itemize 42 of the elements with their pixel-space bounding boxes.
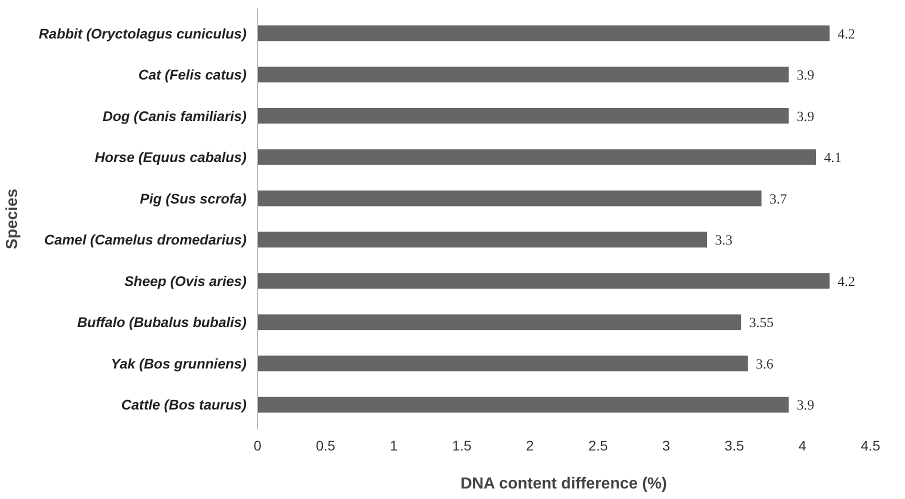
data-label: 3.7	[770, 192, 788, 208]
y-tick-label: Cattle (Bos taurus)	[121, 396, 247, 413]
x-tick-label: 1	[390, 438, 398, 454]
data-label: 4.2	[838, 27, 856, 42]
y-tick-label: Horse (Equus cabalus)	[94, 149, 247, 166]
x-tick-label: 3	[662, 438, 670, 454]
y-tick-label: Cat (Felis catus)	[138, 66, 247, 83]
y-tick-label: Yak (Bos grunniens)	[110, 355, 247, 372]
y-tick-label: Rabbit (Oryctolagus cuniculus)	[38, 25, 247, 42]
data-label: 3.3	[715, 234, 733, 249]
data-label: 3.9	[796, 110, 814, 125]
x-tick-label: 3.5	[724, 438, 744, 454]
data-label: 3.55	[749, 316, 774, 332]
bar	[258, 25, 830, 42]
y-axis-title: Species	[4, 188, 21, 250]
x-axis-title: DNA content difference (%)	[460, 476, 667, 492]
bar	[258, 149, 816, 165]
y-tick-label: Dog (Canis familiaris)	[102, 108, 247, 124]
bar	[258, 66, 789, 82]
x-tick-label: 4.5	[860, 438, 880, 454]
bar	[258, 190, 762, 206]
data-label: 3.9	[796, 68, 814, 84]
bar	[258, 108, 789, 124]
y-tick-label: Camel (Camelus dromedarius)	[44, 232, 247, 248]
y-tick-label: Pig (Sus scrofa)	[140, 190, 247, 206]
bar	[258, 356, 748, 372]
x-tick-label: 0.5	[316, 438, 336, 454]
y-tick-label: Buffalo (Bubalus bubalis)	[77, 314, 247, 330]
x-tick-label: 2	[526, 438, 534, 454]
bar	[258, 314, 742, 330]
x-tick-label: 0	[254, 438, 262, 454]
data-label: 3.6	[756, 357, 774, 372]
data-label: 4.1	[824, 151, 842, 166]
x-tick-label: 2.5	[588, 438, 608, 454]
x-tick-label: 4	[798, 438, 806, 454]
x-tick-label: 1.5	[452, 438, 472, 454]
bar	[258, 396, 789, 413]
y-tick-label: Sheep (Ovis aries)	[124, 272, 247, 289]
data-label: 3.9	[796, 398, 814, 414]
data-label: 4.2	[838, 274, 856, 290]
bar	[258, 232, 708, 248]
bar	[258, 273, 830, 289]
